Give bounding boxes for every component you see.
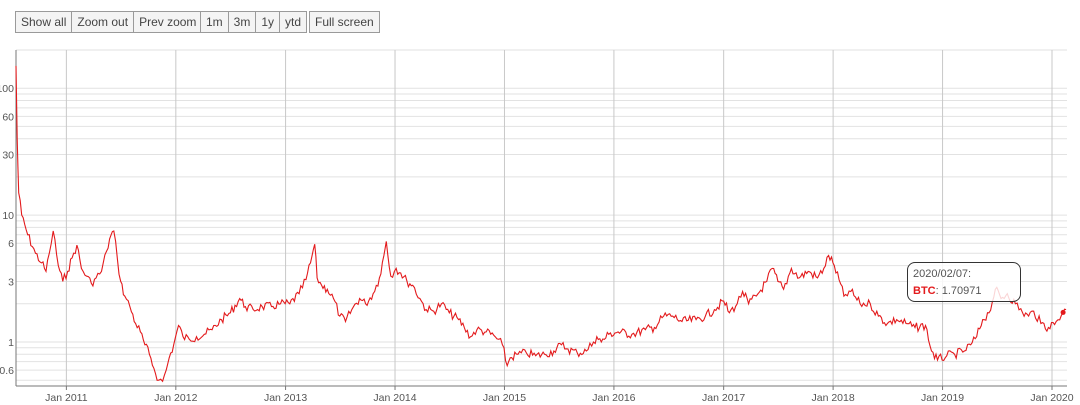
hover-point [1060, 309, 1066, 315]
y-tick-label: 60 [2, 111, 14, 123]
y-tick-label: 0.6 [0, 365, 14, 377]
x-tick-label: Jan 2018 [812, 392, 855, 404]
x-tick-label: Jan 2020 [1030, 392, 1073, 404]
show-all-button[interactable]: Show all [16, 12, 73, 32]
y-tick-label: 30 [2, 150, 14, 162]
prev-zoom-button[interactable]: Prev zoom [139, 15, 197, 29]
x-tick-label: Jan 2011 [45, 392, 88, 404]
btc-price-line [15, 65, 1067, 383]
full-screen-button[interactable]: Full screen [315, 15, 374, 29]
zoom-out-button[interactable]: Zoom out [72, 12, 135, 32]
zoom-button-group: Show all Zoom out Prev zoom [15, 11, 203, 33]
x-tick-label: Jan 2019 [921, 392, 964, 404]
tooltip-separator: : [935, 285, 942, 297]
y-tick-label: 1 [8, 337, 14, 349]
x-tick-label: Jan 2015 [483, 392, 526, 404]
chart-axes: Jan 2011 Jan 2012 Jan 2013 Jan 2014 Jan 2015… [0, 50, 1074, 404]
tooltip-series-name: BTC [913, 285, 936, 297]
x-tick-label: Jan 2013 [264, 392, 307, 404]
range-1m-button[interactable]: 1m [201, 12, 229, 32]
fullscreen-button-group: Full screen [309, 11, 380, 33]
range-ytd-button[interactable]: ytd [285, 15, 302, 29]
chart-grid [16, 49, 1067, 386]
range-3m-button[interactable]: 3m [229, 12, 257, 32]
range-button-group: 1m 3m 1y ytd [200, 11, 308, 33]
x-tick-label: Jan 2016 [592, 392, 635, 404]
y-tick-label: 10 [2, 210, 14, 222]
value-tooltip: 2020/02/07: BTC: 1.70971 [907, 262, 1021, 302]
y-tick-label: 6 [8, 238, 14, 250]
x-tick-label: Jan 2017 [702, 392, 745, 404]
tooltip-value: 1.70971 [941, 285, 982, 297]
tooltip-date: 2020/02/07: [913, 268, 972, 280]
y-tick-label: 3 [8, 276, 14, 288]
x-tick-label: Jan 2014 [373, 392, 416, 404]
x-tick-label: Jan 2012 [154, 392, 197, 404]
range-1y-button[interactable]: 1y [256, 12, 281, 32]
y-tick-label: 100 [0, 83, 14, 95]
tooltip-value-row: BTC: 1.70971 [913, 285, 1020, 297]
